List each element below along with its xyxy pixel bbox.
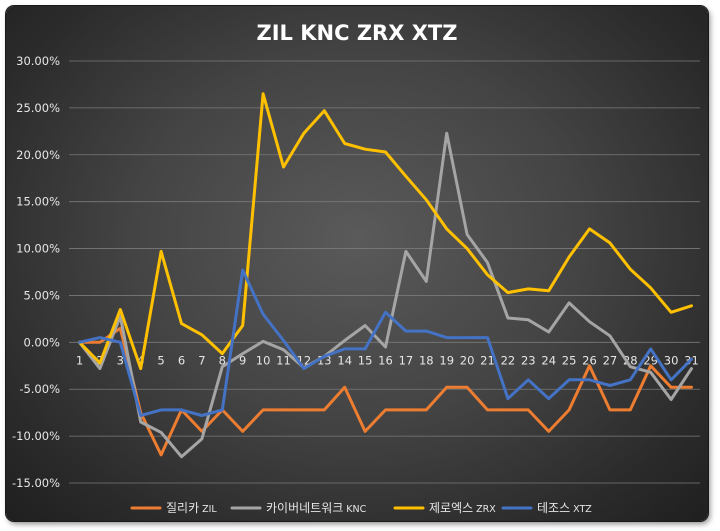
x-tick-label: 17 xyxy=(399,353,414,367)
y-tick-label: 25.00% xyxy=(16,101,60,115)
y-tick-label: 5.00% xyxy=(23,288,60,302)
x-tick-label: 27 xyxy=(603,353,618,367)
chart-title: ZIL KNC ZRX XTZ xyxy=(257,21,458,45)
x-tick-label: 11 xyxy=(276,353,291,367)
x-tick-label: 15 xyxy=(358,353,373,367)
y-tick-label: -5.00% xyxy=(19,382,60,396)
x-tick-label: 7 xyxy=(198,353,205,367)
x-tick-label: 25 xyxy=(562,353,577,367)
legend-label-xtz: 테조스 XTZ xyxy=(537,501,592,515)
y-tick-label: 0.00% xyxy=(23,335,60,349)
legend-label-zrx: 제로엑스 ZRX xyxy=(429,501,496,515)
gridlines xyxy=(69,60,700,484)
x-tick-label: 30 xyxy=(664,353,679,367)
x-tick-label: 22 xyxy=(501,353,516,367)
chart-frame: ZIL KNC ZRX XTZ 30.00% 25.00% 20.00% 15.00%… xyxy=(6,6,708,521)
x-tick-label: 1 xyxy=(76,353,83,367)
series-line-xtz xyxy=(78,268,693,417)
y-axis-tick-labels: 30.00% 25.00% 20.00% 15.00% 10.00% 5.00% 0.00%… xyxy=(12,54,60,490)
series-line-zrx xyxy=(78,92,693,371)
x-tick-label: 18 xyxy=(419,353,434,367)
x-tick-label: 5 xyxy=(157,353,164,367)
x-tick-label: 14 xyxy=(337,353,352,367)
legend-label-knc: 카이버네트워크 KNC xyxy=(266,501,367,515)
y-tick-label: 15.00% xyxy=(16,195,60,209)
x-tick-label: 24 xyxy=(541,353,556,367)
x-tick-label: 23 xyxy=(521,353,536,367)
line-chart: ZIL KNC ZRX XTZ 30.00%25.00%20.00%15.00%… xyxy=(12,21,700,515)
x-tick-label: 21 xyxy=(480,353,495,367)
legend-label-zil: 질리카 ZIL xyxy=(166,501,217,515)
x-tick-label: 10 xyxy=(256,353,271,367)
y-tick-label: 30.00% xyxy=(16,54,60,68)
x-tick-label: 20 xyxy=(460,353,475,367)
y-tick-label: -15.00% xyxy=(12,476,60,490)
y-tick-label: -10.00% xyxy=(12,429,60,443)
x-tick-label: 19 xyxy=(439,353,454,367)
y-tick-label: 20.00% xyxy=(16,148,60,162)
x-tick-label: 9 xyxy=(239,353,246,367)
x-tick-label: 3 xyxy=(117,353,124,367)
series-lines xyxy=(78,92,693,459)
x-axis-tick-labels: 1 2 3 4 5 6 7 8 9 10 11 12 13 14 15 16 17 18 19 20 21 22 23 24 2… xyxy=(76,353,699,367)
y-tick-label: 10.00% xyxy=(16,242,60,256)
x-tick-label: 16 xyxy=(378,353,393,367)
x-tick-label: 26 xyxy=(582,353,597,367)
series-line-knc xyxy=(78,131,693,459)
x-tick-label: 6 xyxy=(178,353,185,367)
legend: 질리카 ZIL 카이버네트워크 KNC 제로엑스 ZRX 테조스 XTZ xyxy=(130,501,592,515)
x-tick-label: 8 xyxy=(219,353,226,367)
